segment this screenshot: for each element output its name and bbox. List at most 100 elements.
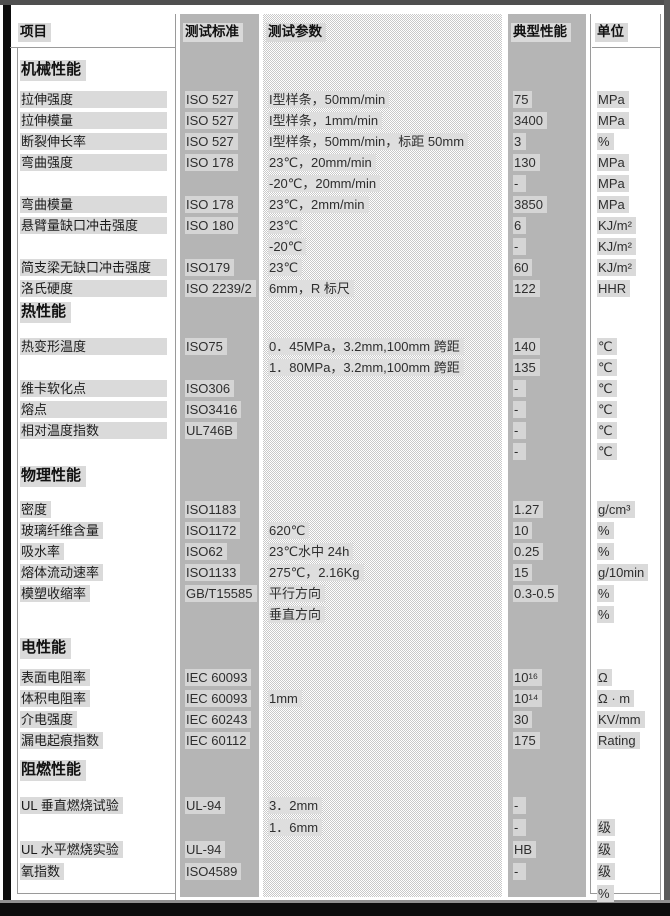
value-cell: - xyxy=(513,862,583,883)
item-cell: 洛氏硬度 xyxy=(20,279,172,300)
param-cell: 23℃ xyxy=(268,258,504,279)
left-border xyxy=(3,5,11,903)
standard-cell xyxy=(185,237,260,258)
value-cell: HB xyxy=(513,840,583,861)
bottom-border xyxy=(0,903,670,916)
param-cell: 23℃ xyxy=(268,216,504,237)
unit-cell: MPa xyxy=(597,195,659,216)
table-row: 玻璃纤维含量 ISO1172 620℃ 10 % xyxy=(0,521,670,542)
item-cell: 简支梁无缺口冲击强度 xyxy=(20,258,172,279)
unit-cell: ℃ xyxy=(597,421,659,442)
item-cell xyxy=(20,605,172,626)
value-cell: 0.25 xyxy=(513,542,583,563)
param-cell xyxy=(268,400,504,421)
param-cell: I型样条，1mm/min xyxy=(268,111,504,132)
item-cell: 熔点 xyxy=(20,400,172,421)
standard-cell: ISO 2239/2 xyxy=(185,279,260,300)
value-cell xyxy=(513,884,583,905)
table-row: 拉伸强度 ISO 527 I型样条，50mm/min 75 MPa xyxy=(0,90,670,111)
item-cell: 表面电阻率 xyxy=(20,668,172,689)
value-cell: 75 xyxy=(513,90,583,111)
value-cell: 3 xyxy=(513,132,583,153)
column-header-params: 测试参数 xyxy=(266,23,326,42)
value-cell: 1.27 xyxy=(513,500,583,521)
param-cell xyxy=(268,862,504,883)
top-border xyxy=(0,0,670,5)
unit-cell: Rating xyxy=(597,731,659,752)
bottom-rule xyxy=(0,900,670,903)
item-cell xyxy=(20,884,172,905)
value-cell: 122 xyxy=(513,279,583,300)
unit-cell xyxy=(597,796,659,817)
param-cell: 0．45MPa，3.2mm,100mm 跨距 xyxy=(268,337,504,358)
unit-cell: KJ/m² xyxy=(597,237,659,258)
param-cell xyxy=(268,840,504,861)
unit-cell: Ω · m xyxy=(597,689,659,710)
value-cell: - xyxy=(513,442,583,463)
section-header: 热性能 xyxy=(20,302,72,323)
param-cell: 1．6mm xyxy=(268,818,504,839)
standard-cell xyxy=(185,358,260,379)
value-cell: - xyxy=(513,818,583,839)
table-row: 漏电起痕指数 IEC 60112 175 Rating xyxy=(0,731,670,752)
param-cell xyxy=(268,731,504,752)
table-row: -20℃，20mm/min - MPa xyxy=(0,174,670,195)
param-cell: 275℃，2.16Kg xyxy=(268,563,504,584)
unit-cell: ℃ xyxy=(597,358,659,379)
standard-cell: IEC 60112 xyxy=(185,731,260,752)
table-row: 拉伸模量 ISO 527 I型样条，1mm/min 3400 MPa xyxy=(0,111,670,132)
unit-cell: % xyxy=(597,542,659,563)
param-cell: 23℃，2mm/min xyxy=(268,195,504,216)
standard-cell: IEC 60093 xyxy=(185,689,260,710)
section-header: 阻燃性能 xyxy=(20,760,87,781)
value-cell: 0.3-0.5 xyxy=(513,584,583,605)
value-cell: - xyxy=(513,379,583,400)
item-cell: 吸水率 xyxy=(20,542,172,563)
value-cell: 10 xyxy=(513,521,583,542)
unit-cell: KJ/m² xyxy=(597,258,659,279)
unit-cell: % xyxy=(597,584,659,605)
item-cell: 体积电阻率 xyxy=(20,689,172,710)
item-cell: 相对温度指数 xyxy=(20,421,172,442)
item-box-left-line xyxy=(17,47,18,893)
standard-cell: ISO179 xyxy=(185,258,260,279)
value-cell: - xyxy=(513,796,583,817)
param-cell xyxy=(268,442,504,463)
item-cell: 模塑收缩率 xyxy=(20,584,172,605)
value-cell: 60 xyxy=(513,258,583,279)
table-row: UL 水平燃烧实验 UL-94 HB 级 xyxy=(0,840,670,861)
standard-cell: ISO 178 xyxy=(185,153,260,174)
value-cell xyxy=(513,605,583,626)
standard-cell: ISO75 xyxy=(185,337,260,358)
unit-cell: 级 xyxy=(597,840,659,861)
column-header-item: 项目 xyxy=(18,23,51,42)
standard-cell: ISO 527 xyxy=(185,90,260,111)
unit-cell: HHR xyxy=(597,279,659,300)
standard-cell: ISO 527 xyxy=(185,111,260,132)
table-row: 简支梁无缺口冲击强度 ISO179 23℃ 60 KJ/m² xyxy=(0,258,670,279)
standard-cell: ISO1172 xyxy=(185,521,260,542)
table-row: 1．6mm - 级 xyxy=(0,818,670,839)
right-border xyxy=(664,0,670,916)
unit-cell: ℃ xyxy=(597,337,659,358)
item-cell: 弯曲模量 xyxy=(20,195,172,216)
unit-cell: ℃ xyxy=(597,400,659,421)
standard-cell: ISO1133 xyxy=(185,563,260,584)
standard-cell xyxy=(185,884,260,905)
value-cell: 10¹⁶ xyxy=(513,668,583,689)
item-cell: UL 水平燃烧实验 xyxy=(20,840,172,861)
unit-cell: 级 xyxy=(597,818,659,839)
unit-header-underline xyxy=(592,47,660,48)
param-cell xyxy=(268,379,504,400)
table-row: 熔点 ISO3416 - ℃ xyxy=(0,400,670,421)
table-row: 吸水率 ISO62 23℃水中 24h 0.25 % xyxy=(0,542,670,563)
unit-cell: MPa xyxy=(597,90,659,111)
table-row: 悬臂量缺口冲击强度 ISO 180 23℃ 6 KJ/m² xyxy=(0,216,670,237)
param-cell: I型样条，50mm/min，标距 50mm xyxy=(268,132,504,153)
table-row: 相对温度指数 UL746B - ℃ xyxy=(0,421,670,442)
unit-cell: % xyxy=(597,605,659,626)
item-cell: 拉伸强度 xyxy=(20,90,172,111)
value-cell: - xyxy=(513,237,583,258)
value-cell: 3850 xyxy=(513,195,583,216)
